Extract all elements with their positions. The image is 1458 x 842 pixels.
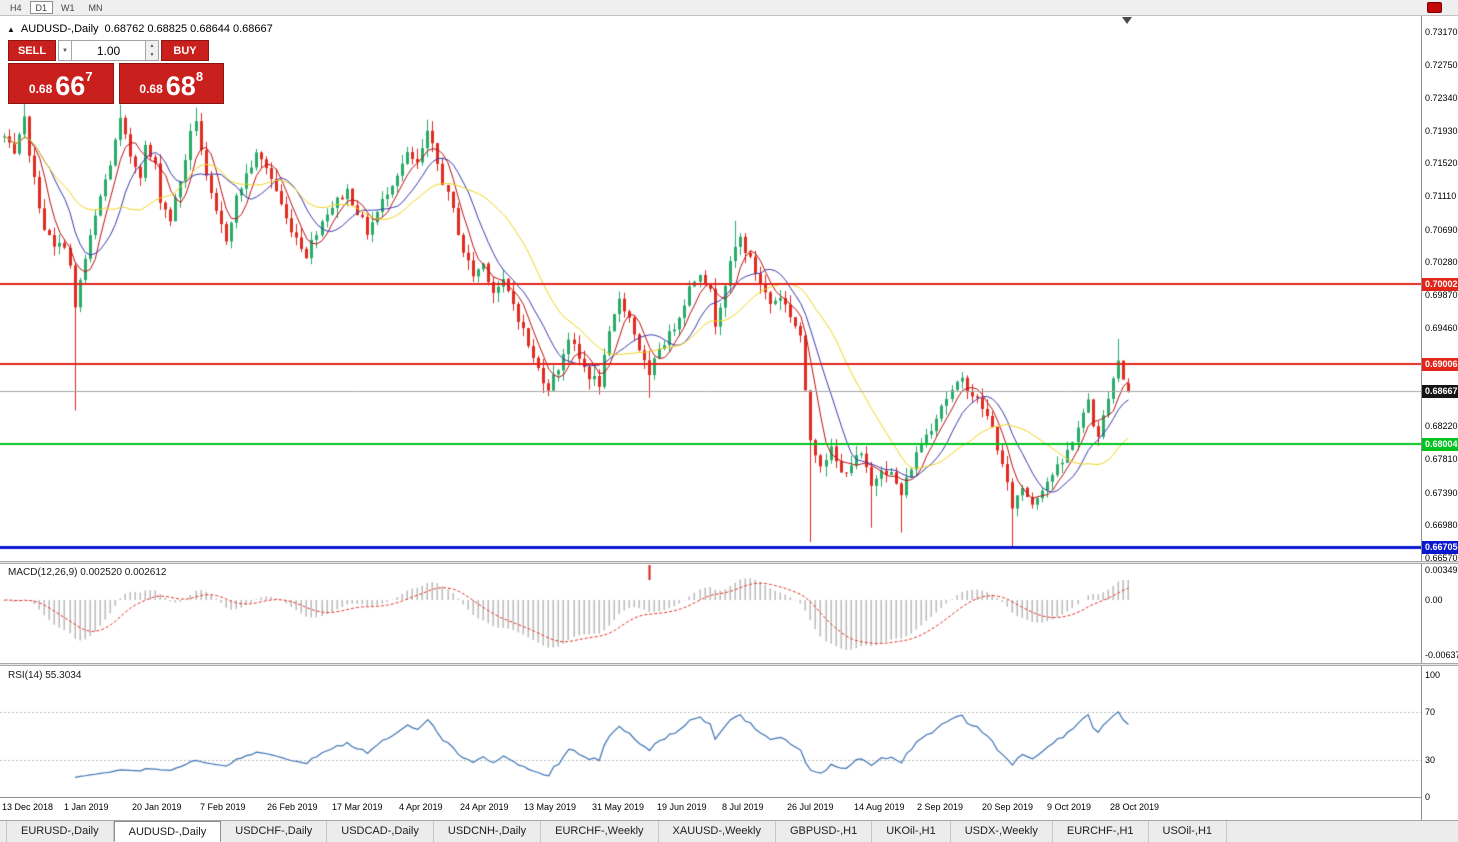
price-axis-label: 0.71110 — [1425, 191, 1457, 201]
chart-tab-GBPUSD-H1[interactable]: GBPUSD-,H1 — [776, 821, 873, 842]
chart-tab-USDCAD-Daily[interactable]: USDCAD-,Daily — [327, 821, 434, 842]
price-axis-label: 0.68220 — [1425, 421, 1458, 431]
date-axis-label: 20 Jan 2019 — [132, 802, 182, 812]
date-axis: 13 Dec 2018 1 Jan 2019 20 Jan 2019 7 Feb 20… — [0, 797, 1421, 820]
sell-price-prefix: 0.68 — [28, 82, 53, 96]
rsi-axis-label: 70 — [1425, 707, 1436, 717]
date-axis-label: 1 Jan 2019 — [64, 802, 109, 812]
chart-tab-USDX-Weekly[interactable]: USDX-,Weekly — [951, 821, 1053, 842]
price-axis-divider — [1421, 16, 1422, 820]
date-axis-label: 26 Jul 2019 — [787, 802, 834, 812]
date-axis-label: 20 Sep 2019 — [982, 802, 1034, 812]
date-axis-label: 7 Feb 2019 — [200, 802, 246, 812]
macd-indicator-canvas[interactable] — [0, 564, 1421, 663]
price-axis-label: 0.67810 — [1425, 454, 1458, 464]
expand-triangle-icon[interactable]: ▲ — [7, 24, 15, 34]
buy-price-box[interactable]: 0.68 68 8 — [118, 63, 224, 104]
date-axis-label: 26 Feb 2019 — [267, 802, 318, 812]
one-click-trading-panel: SELL ▼ ▲ ▼ BUY 0.68 66 7 0.68 68 8 — [8, 40, 224, 104]
lot-decrement-icon[interactable]: ▼ — [149, 52, 155, 59]
date-axis-label: 13 Dec 2018 — [2, 802, 54, 812]
timeframe-button-D1[interactable]: D1 — [29, 1, 54, 14]
price-axis-label: 0.66980 — [1425, 520, 1458, 530]
chart-tab-UKOil-H1[interactable]: UKOil-,H1 — [872, 821, 951, 842]
macd-axis-label: 0.00 — [1425, 595, 1443, 605]
timeframe-buttons: H4 D1 W1 MN — [4, 1, 111, 14]
chart-tab-USOil-H1[interactable]: USOil-,H1 — [1149, 821, 1228, 842]
date-axis-label: 4 Apr 2019 — [399, 802, 443, 812]
panel-separator[interactable] — [0, 561, 1458, 564]
chart-header: ▲ AUDUSD-,Daily 0.68762 0.68825 0.68644 … — [7, 23, 273, 35]
macd-axis-label: -0.00637 — [1425, 650, 1458, 660]
buy-price-pip: 8 — [195, 69, 204, 84]
date-axis-label: 19 Jun 2019 — [657, 802, 707, 812]
lot-spinner: ▲ ▼ — [146, 40, 159, 61]
chart-tab-USDCHF-Daily[interactable]: USDCHF-,Daily — [221, 821, 328, 842]
price-chart-canvas[interactable] — [0, 16, 1421, 561]
buy-price-prefix: 0.68 — [139, 82, 163, 96]
price-axis-label: 0.73170 — [1425, 27, 1458, 37]
sell-price-big: 66 — [55, 71, 86, 101]
price-axis-label: 0.72750 — [1425, 60, 1458, 70]
buy-price-big: 68 — [165, 71, 196, 101]
chart-tab-EURUSD-Daily[interactable]: EURUSD-,Daily — [6, 821, 114, 842]
date-axis-label: 17 Mar 2019 — [332, 802, 383, 812]
date-axis-label: 9 Oct 2019 — [1047, 802, 1092, 812]
panel-separator[interactable] — [0, 663, 1458, 666]
sell-price-pip: 7 — [85, 69, 93, 84]
chart-tab-USDCNH-Daily[interactable]: USDCNH-,Daily — [434, 821, 542, 842]
timeframe-button-H4[interactable]: H4 — [10, 3, 22, 13]
price-axis-label: 0.67390 — [1425, 488, 1458, 498]
price-line-tag: 0.66705 — [1422, 541, 1458, 554]
timeframe-toolbar: H4 D1 W1 MN — [0, 0, 1458, 16]
macd-axis-label: 0.00349 — [1425, 565, 1458, 575]
red-status-icon[interactable] — [1427, 2, 1442, 13]
date-axis-label: 31 May 2019 — [592, 802, 645, 812]
rsi-label: RSI(14) 55.3034 — [8, 670, 82, 681]
rsi-axis-label: 0 — [1425, 792, 1431, 802]
rsi-indicator-canvas[interactable] — [0, 666, 1421, 797]
price-axis-label: 0.70280 — [1425, 257, 1458, 267]
chart-tabs-bar: EURUSD-,Daily AUDUSD-,Daily USDCHF-,Daily U… — [0, 820, 1458, 842]
buy-button[interactable]: BUY — [161, 40, 209, 61]
price-axis-label: 0.71520 — [1425, 158, 1458, 168]
price-axis-label: 0.70690 — [1425, 225, 1458, 235]
date-axis-label: 28 Oct 2019 — [1110, 802, 1160, 812]
price-line-tag: 0.68004 — [1422, 438, 1458, 451]
price-line-tag: 0.69006 — [1422, 358, 1458, 371]
sell-button[interactable]: SELL — [8, 40, 56, 61]
sell-price-box[interactable]: 0.68 66 7 — [8, 63, 114, 104]
chart-ohlc-values: 0.68762 0.68825 0.68644 0.68667 — [104, 23, 273, 35]
date-axis-label: 2 Sep 2019 — [917, 802, 964, 812]
price-axis-label: 0.69460 — [1425, 323, 1458, 333]
price-line-tag: 0.70002 — [1422, 278, 1458, 291]
date-axis-label: 13 May 2019 — [524, 802, 577, 812]
chart-tab-EURCHF-Weekly[interactable]: EURCHF-,Weekly — [541, 821, 659, 842]
chart-tab-AUDUSD-Daily[interactable]: AUDUSD-,Daily — [113, 821, 222, 842]
rsi-axis-label: 30 — [1425, 755, 1436, 765]
timeframe-button-MN[interactable]: MN — [88, 3, 103, 13]
price-line-tag: 0.68667 — [1422, 385, 1458, 398]
price-axis-label: 0.66570 — [1425, 553, 1458, 563]
date-axis-label: 24 Apr 2019 — [460, 802, 509, 812]
lot-dropdown-caret-icon[interactable]: ▼ — [58, 40, 72, 61]
lot-increment-icon[interactable]: ▲ — [149, 42, 155, 49]
chart-shift-marker-icon — [1122, 17, 1132, 24]
price-axis-label: 0.72340 — [1425, 93, 1458, 103]
date-axis-label: 14 Aug 2019 — [854, 802, 905, 812]
price-axis-label: 0.69870 — [1425, 290, 1458, 300]
timeframe-button-W1[interactable]: W1 — [61, 3, 75, 13]
macd-label: MACD(12,26,9) 0.002520 0.002612 — [8, 567, 167, 578]
chart-tab-EURCHF-H1[interactable]: EURCHF-,H1 — [1053, 821, 1149, 842]
price-axis-label: 0.71930 — [1425, 126, 1458, 136]
lot-size-input[interactable] — [72, 40, 146, 61]
chart-tab-XAUUSD-Weekly[interactable]: XAUUSD-,Weekly — [659, 821, 776, 842]
chart-title: AUDUSD-,Daily — [20, 23, 99, 35]
rsi-axis-label: 100 — [1425, 670, 1441, 680]
date-axis-label: 8 Jul 2019 — [722, 802, 764, 812]
